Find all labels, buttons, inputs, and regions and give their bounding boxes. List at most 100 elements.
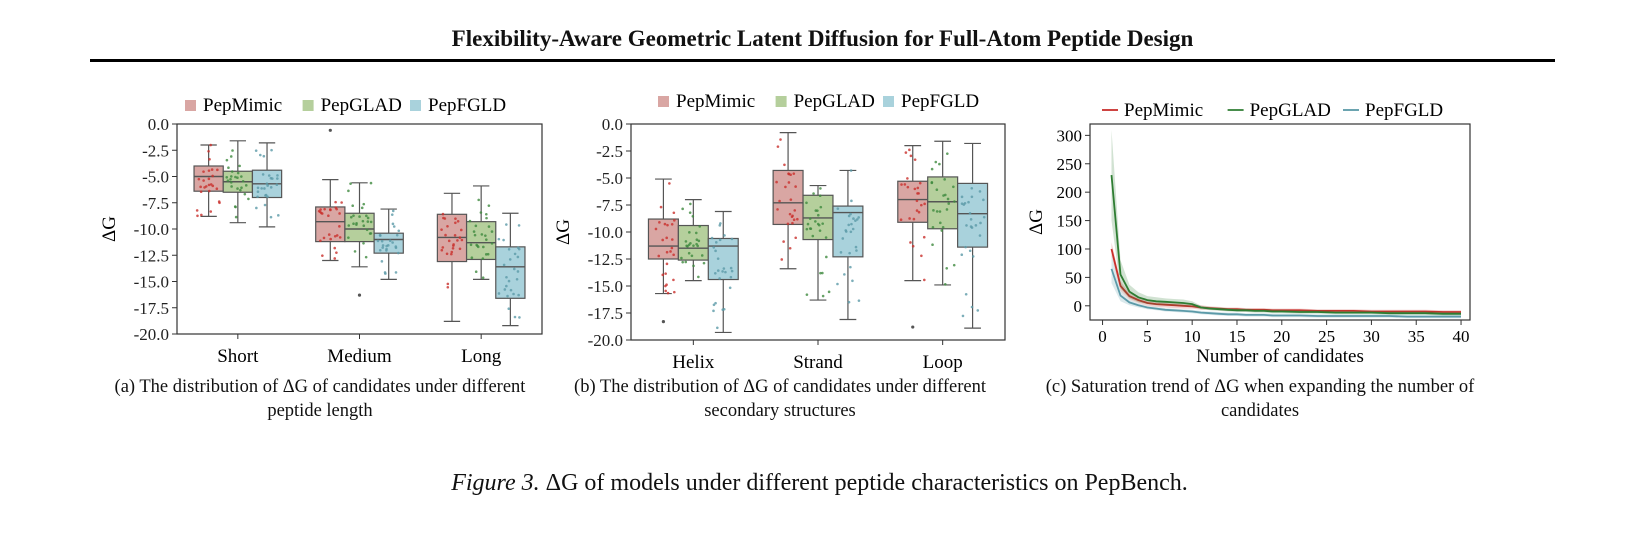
strip-point: [513, 252, 517, 256]
strip-point: [664, 289, 667, 293]
strip-point: [978, 190, 982, 193]
strip-point: [912, 217, 916, 221]
strip-point: [517, 293, 520, 297]
strip-point: [470, 256, 474, 260]
strip-point: [444, 233, 447, 237]
strip-point: [516, 246, 520, 250]
strip-point: [507, 307, 511, 311]
strip-point: [663, 222, 667, 226]
strip-point: [484, 234, 487, 237]
x-tick-label: 10: [1184, 327, 1201, 346]
strip-point: [918, 181, 922, 185]
strip-point: [654, 227, 658, 231]
outlier-point: [661, 320, 666, 324]
strip-point: [850, 199, 853, 203]
series-line-pepglad: [1110, 175, 1461, 315]
strip-point: [234, 215, 238, 219]
strip-point: [509, 288, 513, 292]
strip-point: [239, 188, 242, 192]
chart-b-svg: 0.0 -2.5 -5.0 -7.5 -10.0 -12.5 -15.0 -17.5 -20.0…: [553, 91, 1006, 373]
strip-point: [805, 201, 808, 205]
y-tick-label: -12.5: [588, 250, 623, 269]
strip-point: [215, 187, 219, 190]
strip-point: [670, 223, 674, 226]
strip-point: [209, 210, 213, 213]
strip-point: [259, 153, 262, 157]
strip-point: [269, 186, 273, 189]
strip-point: [718, 238, 722, 242]
strip-point: [334, 200, 337, 204]
box-pepfgld: [707, 210, 739, 334]
strip-point: [473, 233, 477, 237]
strip-point: [673, 290, 676, 294]
legend-swatch-pepfgld: [410, 100, 421, 111]
x-tick-label: Loop: [923, 352, 963, 373]
strip-point: [849, 169, 853, 172]
strip-point: [364, 255, 368, 259]
strip-point: [849, 265, 852, 269]
strip-point: [218, 201, 221, 205]
x-tick-label: Short: [217, 346, 259, 367]
strip-point: [946, 152, 949, 155]
strip-point: [843, 273, 846, 276]
header-rule: [90, 59, 1555, 62]
strip-point: [229, 175, 233, 178]
figure-caption-text: ΔG of models under different peptide cha…: [545, 470, 1188, 496]
y-axis-label: ΔG: [99, 216, 120, 242]
y-tick-label: -10.0: [134, 220, 169, 239]
strip-point: [264, 193, 268, 197]
y-tick-label: -15.0: [134, 273, 169, 292]
legend-label: PepFGLD: [1365, 100, 1443, 121]
x-tick-label: Long: [461, 346, 502, 367]
strip-point: [202, 179, 205, 182]
strip-point: [784, 185, 787, 189]
strip-point: [338, 225, 341, 228]
strip-point: [474, 224, 478, 228]
strip-point: [352, 222, 355, 226]
strip-point: [386, 244, 390, 247]
strip-point: [932, 209, 935, 212]
strip-point: [934, 160, 938, 164]
strip-point: [692, 264, 695, 268]
strip-point: [381, 244, 385, 247]
strip-point: [340, 201, 343, 204]
box-pepmimic: [897, 144, 929, 329]
y-tick-label: -17.5: [134, 299, 169, 318]
y-tick-label: 100: [1057, 240, 1083, 259]
strip-point: [361, 219, 365, 223]
legend-label: PepFGLD: [428, 95, 506, 116]
strip-point: [391, 241, 394, 244]
strip-point: [970, 186, 974, 190]
strip-point: [661, 273, 665, 277]
strip-point: [961, 314, 965, 318]
y-axis-label: ΔG: [553, 219, 574, 245]
strip-point: [255, 206, 258, 210]
strip-point: [338, 236, 342, 239]
strip-point: [947, 202, 951, 205]
strip-point: [923, 278, 926, 282]
strip-point: [908, 217, 911, 220]
box-body: [772, 169, 804, 226]
x-tick-label: 5: [1143, 327, 1152, 346]
strip-point: [930, 181, 934, 185]
strip-point: [388, 239, 392, 243]
chart-a-svg: 0.0 -2.5 -5.0 -7.5 -10.0 -12.5 -15.0 -17.5 -20.0…: [99, 95, 543, 367]
strip-point: [443, 217, 447, 220]
strip-point: [789, 198, 793, 201]
strip-point: [486, 252, 490, 256]
strip-point: [779, 138, 782, 141]
strip-point: [505, 284, 508, 288]
strip-point: [487, 204, 491, 207]
strip-point: [712, 309, 715, 313]
strip-point: [718, 224, 722, 227]
strip-point: [906, 185, 910, 189]
strip-point: [690, 254, 694, 258]
strip-point: [665, 283, 668, 286]
box-pepmimic: [193, 143, 224, 218]
strip-point: [231, 149, 234, 152]
strip-point: [836, 282, 839, 286]
y-tick-label: -17.5: [588, 304, 623, 323]
strip-point: [952, 185, 955, 189]
strip-point: [338, 212, 341, 215]
strip-point: [515, 277, 519, 281]
